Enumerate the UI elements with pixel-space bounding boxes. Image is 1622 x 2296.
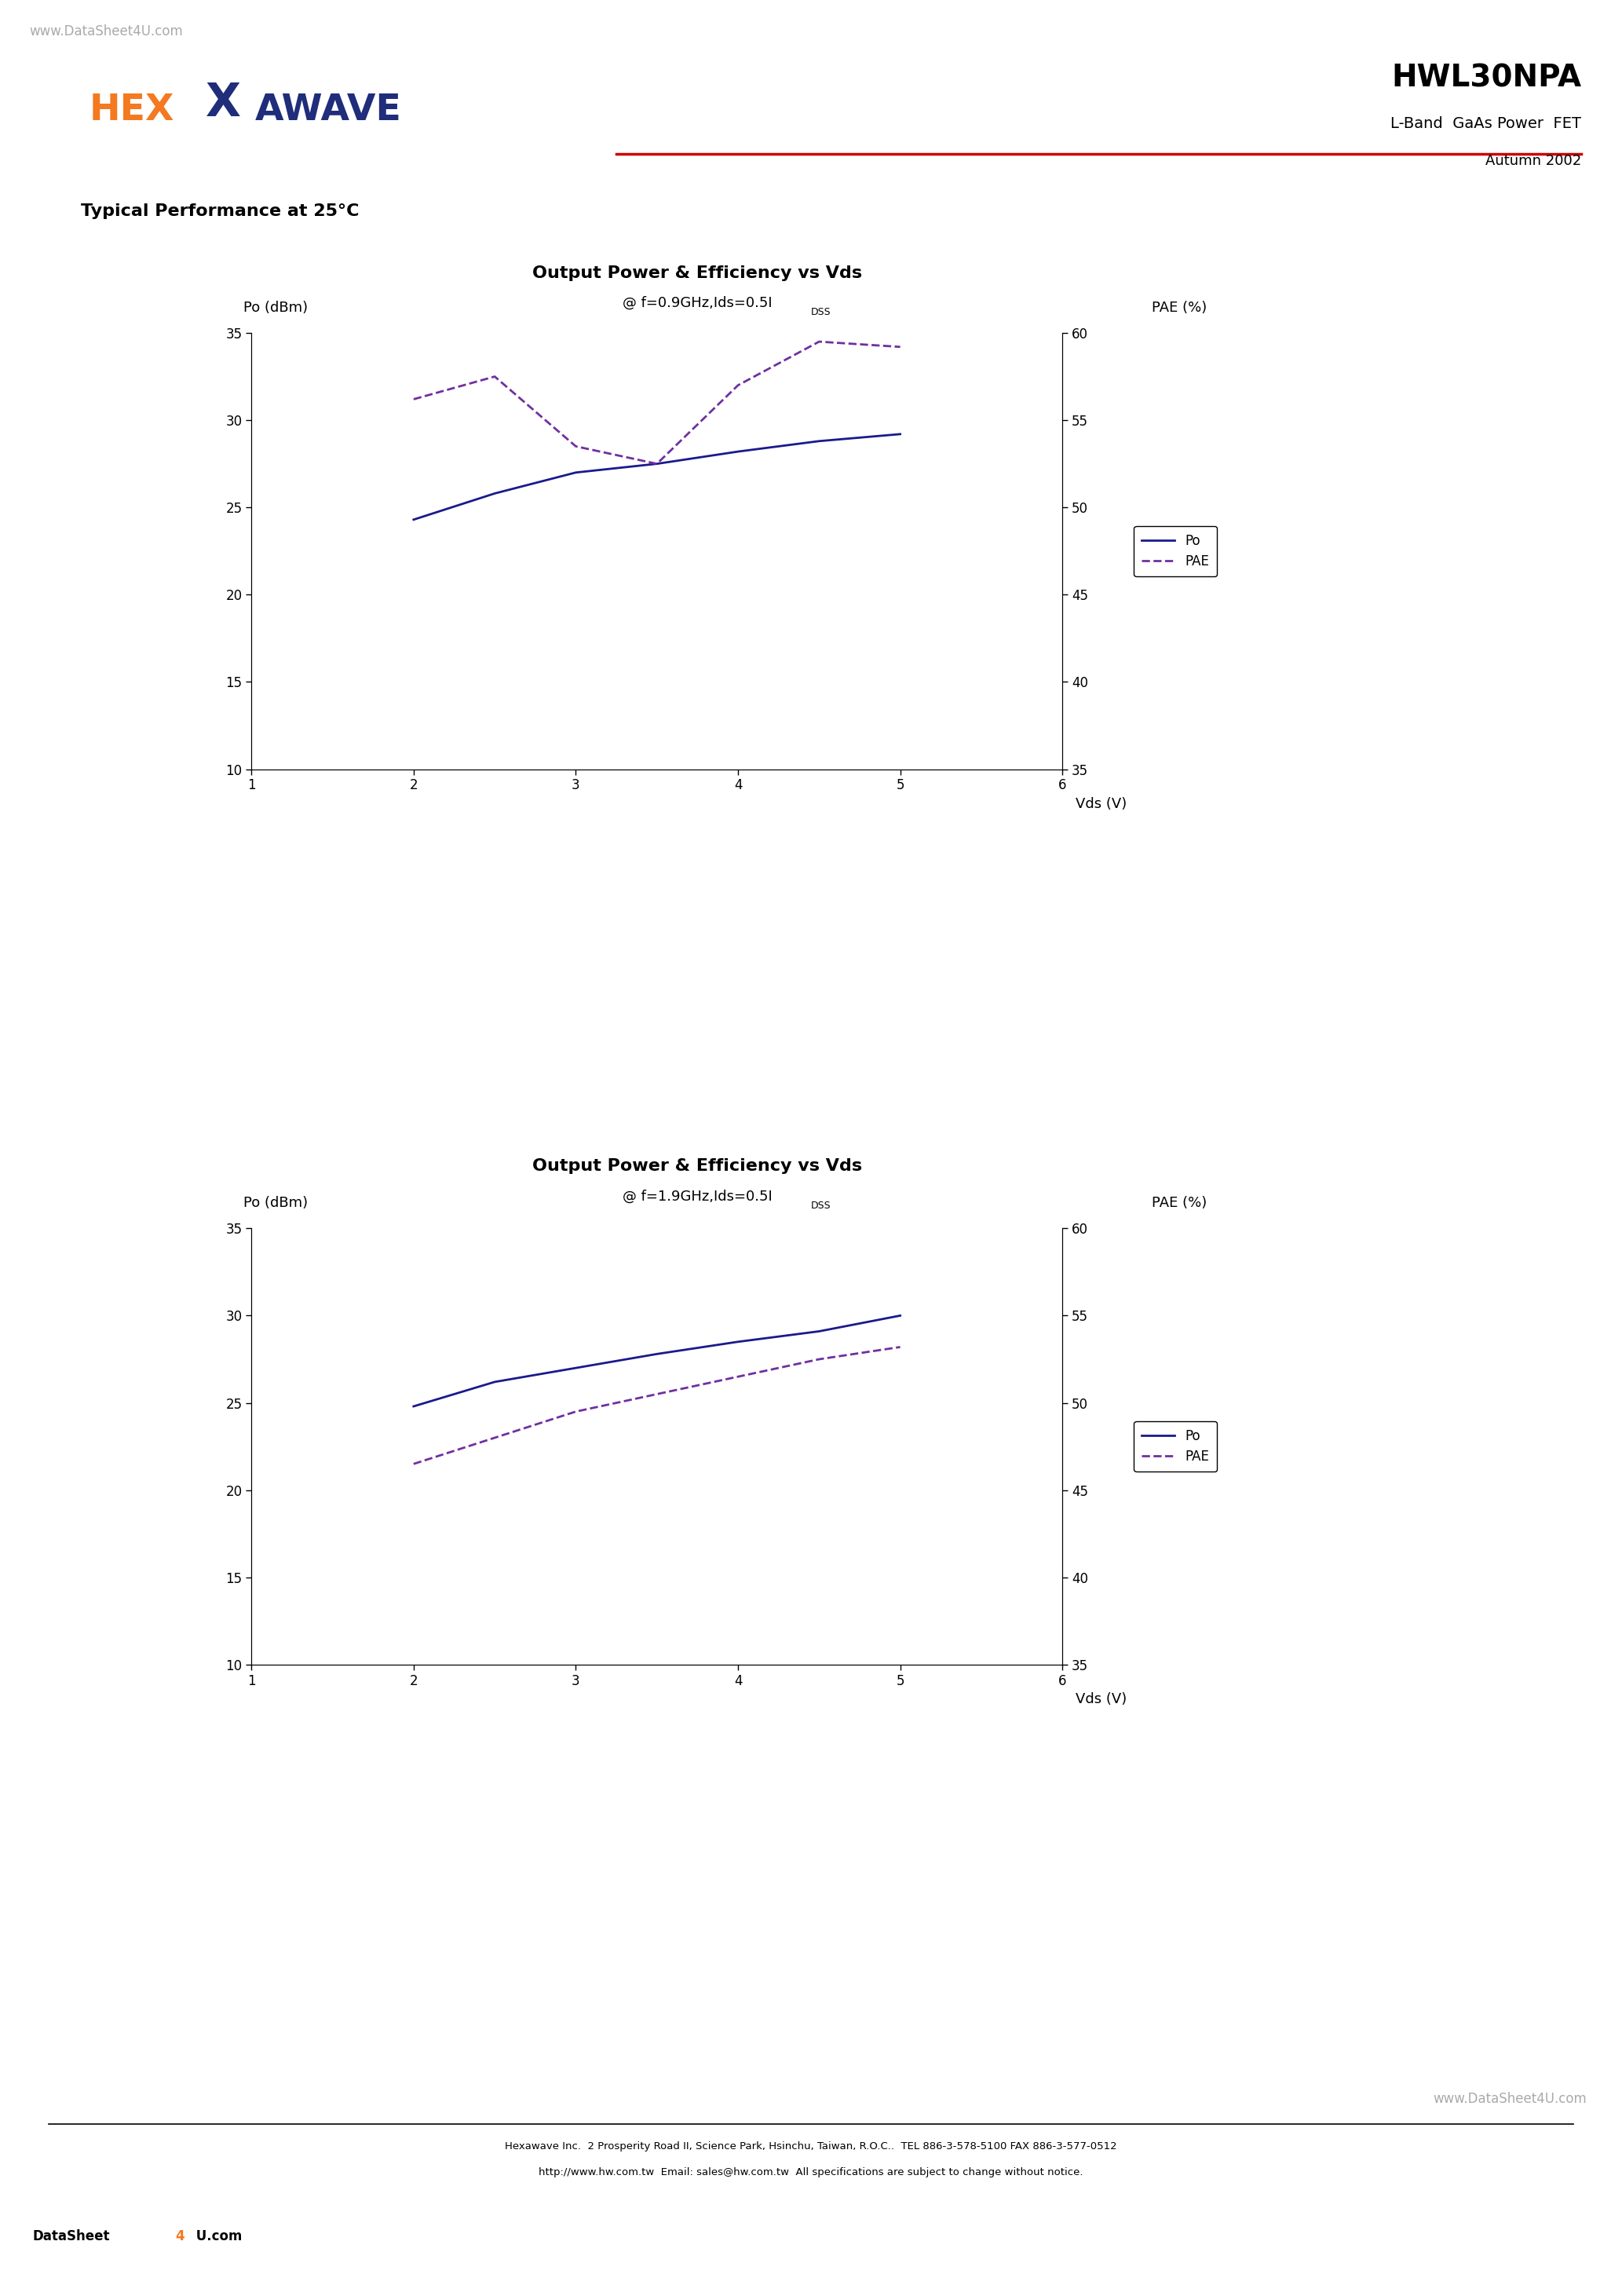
- Text: U.com: U.com: [191, 2229, 242, 2243]
- Text: Output Power & Efficiency vs Vds: Output Power & Efficiency vs Vds: [532, 266, 863, 280]
- Text: Autumn 2002: Autumn 2002: [1486, 154, 1581, 168]
- Text: DSS: DSS: [811, 1201, 830, 1210]
- Text: PAE (%): PAE (%): [1152, 301, 1207, 315]
- Legend: Po, PAE: Po, PAE: [1134, 1421, 1216, 1472]
- Text: HWL30NPA: HWL30NPA: [1392, 64, 1581, 92]
- Text: www.DataSheet4U.com: www.DataSheet4U.com: [29, 23, 183, 39]
- Text: DataSheet: DataSheet: [32, 2229, 110, 2243]
- Text: http://www.hw.com.tw  Email: sales@hw.com.tw  All specifications are subject to : http://www.hw.com.tw Email: sales@hw.com…: [539, 2167, 1083, 2177]
- Text: Typical Performance at 25°C: Typical Performance at 25°C: [81, 204, 360, 218]
- Text: AWAVE: AWAVE: [255, 92, 401, 129]
- Text: PAE (%): PAE (%): [1152, 1196, 1207, 1210]
- Text: @ f=1.9GHz,Ids=0.5I: @ f=1.9GHz,Ids=0.5I: [623, 1189, 772, 1203]
- Legend: Po, PAE: Po, PAE: [1134, 526, 1216, 576]
- Text: Vds (V): Vds (V): [1075, 1692, 1127, 1706]
- Text: 4: 4: [175, 2229, 185, 2243]
- Text: Po (dBm): Po (dBm): [243, 301, 308, 315]
- Text: Po (dBm): Po (dBm): [243, 1196, 308, 1210]
- Text: Output Power & Efficiency vs Vds: Output Power & Efficiency vs Vds: [532, 1159, 863, 1173]
- Text: www.DataSheet4U.com: www.DataSheet4U.com: [1432, 2092, 1586, 2105]
- Text: X: X: [206, 80, 242, 126]
- Text: Vds (V): Vds (V): [1075, 797, 1127, 810]
- Text: Hexawave Inc.  2 Prosperity Road II, Science Park, Hsinchu, Taiwan, R.O.C..  TEL: Hexawave Inc. 2 Prosperity Road II, Scie…: [504, 2142, 1118, 2151]
- Text: DSS: DSS: [811, 308, 830, 317]
- Text: L-Band  GaAs Power  FET: L-Band GaAs Power FET: [1390, 117, 1581, 131]
- Text: @ f=0.9GHz,Ids=0.5I: @ f=0.9GHz,Ids=0.5I: [623, 296, 772, 310]
- Text: HEX: HEX: [89, 92, 174, 129]
